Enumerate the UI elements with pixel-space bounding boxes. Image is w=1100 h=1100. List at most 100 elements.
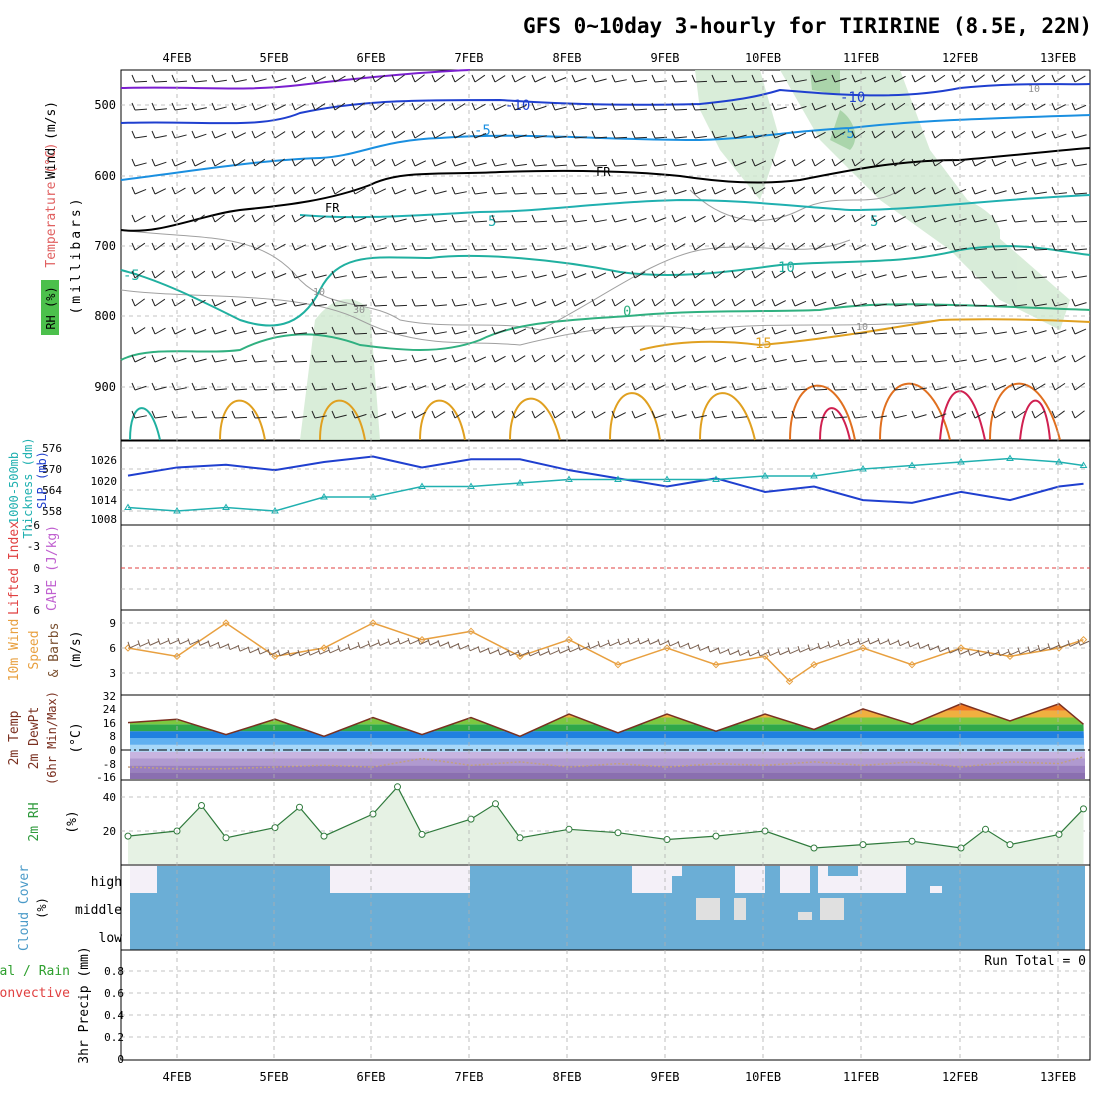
upper-wind-barb-flag: [351, 130, 356, 139]
upper-wind-barb: [854, 273, 867, 279]
upper-wind-barb-flag: [231, 186, 236, 195]
upper-wind-barb-flag: [771, 74, 776, 83]
upper-wind-barb-flag: [651, 214, 656, 223]
upper-wind-barb: [934, 332, 948, 335]
upper-wind-barb: [874, 76, 887, 83]
upper-ylabel-rh: RH (%): [44, 286, 58, 329]
upper-wind-barb-flag: [871, 354, 876, 363]
upper-wind-barb-flag: [691, 354, 696, 363]
upper-wind-barb-flag: [951, 354, 956, 363]
upper-wind-barb: [874, 186, 886, 195]
upper-wind-barb: [934, 74, 946, 83]
upper-wind-barb-flag: [871, 410, 876, 419]
upper-wind-barb-flag: [291, 102, 296, 111]
upper-wind-barb-flag: [651, 102, 656, 111]
wind10-ytick: 9: [109, 617, 116, 630]
upper-wind-barb-flag: [391, 130, 396, 139]
upper-wind-barb-flag: [131, 130, 136, 139]
upper-wind-barb: [374, 247, 387, 251]
wind10-barb: [849, 640, 860, 646]
upper-wind-barb-flag: [311, 214, 316, 223]
upper-wind-barb-flag: [831, 270, 836, 279]
wind10-barb-flag: [297, 649, 301, 656]
upper-wind-barb: [474, 220, 488, 223]
upper-wind-barb: [674, 108, 688, 111]
upper-wind-barb-flag: [911, 270, 916, 279]
upper-wind-barb-flag: [391, 186, 396, 195]
wind10-speed-point: [565, 635, 573, 644]
upper-wind-barb-flag: [471, 214, 476, 223]
precip-ytick: 0.4: [104, 1009, 124, 1022]
upper-wind-barb-flag: [171, 410, 176, 419]
upper-wind-barb: [134, 188, 147, 195]
upper-wind-barb: [314, 303, 327, 307]
upper-wind-barb-flag: [671, 214, 676, 223]
upper-wind-barb: [1054, 329, 1067, 335]
upper-wind-barb: [274, 302, 287, 307]
rh-point: [296, 803, 303, 811]
upper-wind-barb-flag: [591, 326, 596, 335]
thickness-ytick: 570: [42, 463, 62, 476]
wind10-barb-flag: [587, 642, 591, 649]
upper-wind-barb: [574, 246, 587, 251]
upper-wind-barb: [374, 332, 388, 335]
upper-wind-barb: [734, 299, 746, 307]
upper-wind-barb-flag: [271, 158, 276, 167]
upper-wind-barb-flag: [971, 242, 976, 251]
upper-contour-labels: -10 -10 -5 -5 FR FR 5 5 10 -5 0 15 10 10…: [123, 84, 1040, 352]
upper-wind-barb: [1034, 356, 1047, 363]
wind10-barb: [899, 641, 910, 647]
wind10-barb: [539, 650, 550, 656]
temp2m-yticks: 32 24 16 8 0 -8 -16: [96, 690, 116, 784]
upper-wind-barb-flag: [571, 382, 576, 391]
upper-wind-barb-flag: [951, 298, 956, 307]
upper-wind-barb-flag: [771, 298, 776, 307]
upper-wind-barb-flag: [711, 270, 716, 279]
upper-wind-barb-flag: [931, 186, 936, 195]
upper-wind-barb-flag: [851, 74, 856, 83]
upper-wind-barb: [1014, 248, 1028, 251]
upper-wind-barb-flag: [251, 158, 256, 167]
upper-wind-barb: [514, 105, 527, 111]
upper-wind-barb-flag: [191, 130, 196, 139]
upper-wind-barb: [854, 244, 866, 251]
top-date-label: 10FEB: [745, 51, 781, 65]
upper-wind-barb-flag: [631, 242, 636, 251]
upper-wind-barb: [534, 410, 545, 419]
upper-wind-barb: [534, 301, 547, 307]
wind10-barb: [249, 648, 260, 654]
upper-wind-barb-flag: [1031, 326, 1036, 335]
upper-wind-barb: [354, 413, 367, 419]
upper-wind-barb: [154, 270, 165, 279]
upper-wind-barb: [914, 158, 926, 167]
upper-wind-barb-flag: [951, 326, 956, 335]
upper-wind-barb-flag: [371, 270, 376, 279]
upper-wind-barb: [834, 360, 848, 363]
cape-ylabel-2: CAPE (J/kg): [45, 525, 60, 611]
upper-wind-barb-flag: [1051, 74, 1056, 83]
wind10-speed-point: [810, 660, 818, 669]
upper-wind-barb-flag: [551, 298, 556, 307]
upper-wind-barb-flag: [651, 74, 656, 83]
upper-wind-barb: [394, 276, 408, 279]
upper-wind-barb: [1014, 74, 1025, 83]
upper-wind-barb-flag: [591, 298, 596, 307]
upper-wind-barb: [434, 131, 446, 139]
wind10-barb: [329, 648, 340, 654]
upper-wind-barb: [134, 242, 146, 251]
upper-wind-barb: [134, 135, 147, 139]
upper-wind-barb-flag: [651, 186, 656, 195]
upper-wind-barb-flag: [651, 354, 656, 363]
upper-wind-barb-flag: [431, 242, 436, 251]
upper-wind-barb: [634, 79, 647, 83]
wind10-barb-flag: [647, 638, 651, 645]
upper-wind-barb: [354, 332, 368, 335]
upper-wind-barb: [974, 304, 988, 307]
upper-wind-barb-flag: [871, 102, 876, 111]
temp-ytick: 24: [103, 703, 117, 716]
upper-wind-barb: [674, 384, 687, 391]
wind10-speed-point: [320, 644, 328, 652]
upper-wind-barb-flag: [191, 214, 196, 223]
upper-wind-barb-flag: [1031, 130, 1036, 139]
upper-wind-barb: [874, 388, 888, 391]
